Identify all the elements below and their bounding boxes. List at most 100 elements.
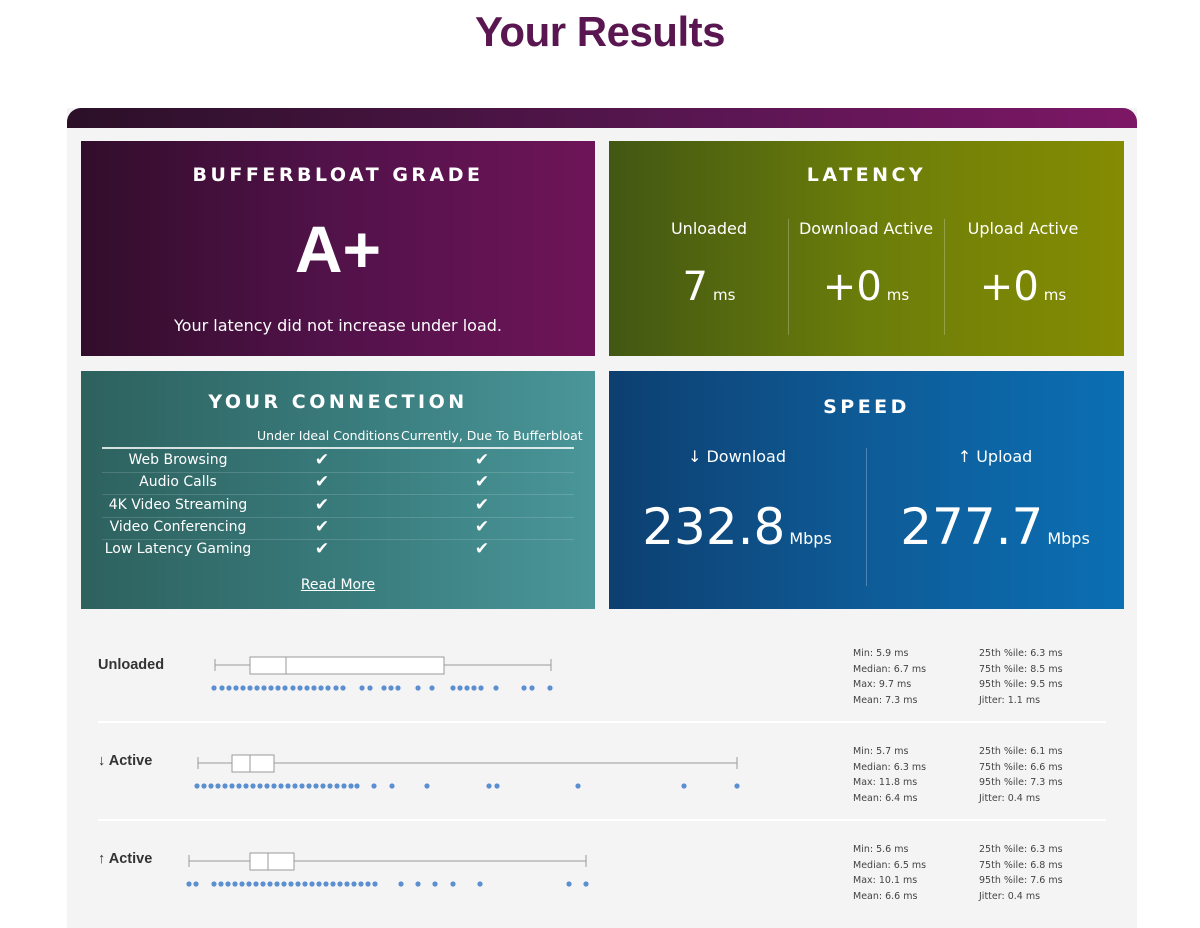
stats-left: Min: 5.7 ms Median: 6.3 ms Max: 11.8 ms … xyxy=(853,744,926,806)
sample-dots xyxy=(194,783,740,789)
results-header-bar xyxy=(67,108,1137,128)
plot-separator xyxy=(98,721,1106,723)
stat-mean: Mean: 6.4 ms xyxy=(853,792,918,804)
download-label: ↓ Download xyxy=(687,447,787,466)
latency-download-active: Download Active +0 ms xyxy=(788,219,944,335)
connection-row: Web Browsing ✔ ✔ xyxy=(102,450,574,473)
latency-upload-label: Upload Active xyxy=(967,219,1079,238)
latency-unloaded-label: Unloaded xyxy=(670,219,748,238)
stat-p25: 25th %ile: 6.3 ms xyxy=(979,844,1063,855)
latency-upload-active: Upload Active +0 ms xyxy=(945,219,1101,335)
check-icon: ✔ xyxy=(474,517,490,537)
box-plot xyxy=(211,656,553,691)
check-icon: ✔ xyxy=(314,472,330,492)
upload-speed: ↑ Upload 277.7 Mbps xyxy=(867,447,1123,556)
header-rule xyxy=(102,447,574,449)
latency-plot-download-active: ↓ Active Min: 5.7 ms Median: 6.3 ms Max:… xyxy=(98,726,1106,816)
stat-jitter: Jitter: 0.4 ms xyxy=(979,890,1041,902)
stats-right: 25th %ile: 6.1 ms 75th %ile: 6.6 ms 95th… xyxy=(979,744,1063,806)
latency-unloaded: Unloaded 7 ms xyxy=(631,219,787,335)
your-connection-card: YOUR CONNECTION Under Ideal Conditions C… xyxy=(81,371,595,609)
col-header-current: Currently, Due To Bufferbloat xyxy=(401,428,583,443)
check-icon: ✔ xyxy=(314,517,330,537)
stat-min: Min: 5.7 ms xyxy=(853,746,909,757)
connection-row: Audio Calls ✔ ✔ xyxy=(102,472,574,495)
stats-left: Min: 5.6 ms Median: 6.5 ms Max: 10.1 ms … xyxy=(853,842,926,904)
stat-p75: 75th %ile: 6.8 ms xyxy=(979,859,1063,871)
stat-p95: 95th %ile: 7.6 ms xyxy=(979,875,1063,887)
connection-row: Low Latency Gaming ✔ ✔ xyxy=(102,539,574,561)
bufferbloat-grade-card: BUFFERBLOAT GRADE A+ Your latency did no… xyxy=(81,141,595,356)
plot-label: ↑ Active xyxy=(98,851,153,867)
upload-value: 277.7 xyxy=(900,498,1044,556)
box-plot xyxy=(186,852,589,887)
upload-unit: Mbps xyxy=(1047,529,1090,548)
stat-max: Max: 9.7 ms xyxy=(853,679,912,691)
download-speed: ↓ Download 232.8 Mbps xyxy=(609,447,865,556)
check-icon: ✔ xyxy=(314,495,330,515)
download-unit: Mbps xyxy=(789,529,832,548)
connection-row: Video Conferencing ✔ ✔ xyxy=(102,517,574,540)
check-icon: ✔ xyxy=(314,450,330,470)
connection-row-label: 4K Video Streaming xyxy=(108,497,248,513)
grade-value: A+ xyxy=(294,212,382,286)
plot-separator xyxy=(98,819,1106,821)
plot-label: ↓ Active xyxy=(98,753,153,769)
latency-divider xyxy=(788,219,789,335)
stat-mean: Mean: 7.3 ms xyxy=(853,694,918,706)
latency-upload-unit: ms xyxy=(1043,286,1067,304)
stat-max: Max: 10.1 ms xyxy=(853,875,918,887)
latency-plot-upload-active: ↑ Active Min: 5.6 ms Median: 6.5 ms Max:… xyxy=(98,824,1106,914)
grade-note: Your latency did not increase under load… xyxy=(174,316,502,335)
latency-upload-value: +0 xyxy=(979,264,1039,310)
page-title: Your Results xyxy=(475,8,725,55)
speed-divider xyxy=(866,448,867,586)
connection-row-label: Audio Calls xyxy=(139,474,217,490)
latency-unloaded-unit: ms xyxy=(713,286,736,304)
connection-row-label: Low Latency Gaming xyxy=(104,541,252,557)
stat-p95: 95th %ile: 7.3 ms xyxy=(979,777,1063,789)
connection-row-label: Web Browsing xyxy=(128,452,228,468)
check-icon: ✔ xyxy=(474,495,490,515)
download-value: 232.8 xyxy=(642,498,786,556)
stat-p25: 25th %ile: 6.3 ms xyxy=(979,648,1063,659)
connection-row: 4K Video Streaming ✔ ✔ xyxy=(102,495,574,518)
stat-median: Median: 6.7 ms xyxy=(853,663,927,675)
speed-card: SPEED ↓ Download 232.8 Mbps ↑ Upload 277.… xyxy=(609,371,1124,609)
stat-p95: 95th %ile: 9.5 ms xyxy=(979,679,1063,691)
latency-download-unit: ms xyxy=(886,286,910,304)
upload-label: ↑ Upload xyxy=(957,447,1033,466)
check-icon: ✔ xyxy=(474,539,490,559)
col-header-ideal: Under Ideal Conditions xyxy=(257,428,400,443)
stat-p25: 25th %ile: 6.1 ms xyxy=(979,746,1063,757)
latency-divider xyxy=(944,219,945,335)
connection-row-label: Video Conferencing xyxy=(109,519,247,535)
sample-dots xyxy=(186,881,589,887)
latency-card: LATENCY Unloaded 7 ms Download Active +0 m… xyxy=(609,141,1124,356)
stat-min: Min: 5.9 ms xyxy=(853,648,909,659)
grade-card-title: BUFFERBLOAT GRADE xyxy=(192,164,484,186)
latency-plot-unloaded: Unloaded Min: 5.9 ms Median: 6.7 ms Max:… xyxy=(98,628,1106,718)
stat-max: Max: 11.8 ms xyxy=(853,777,918,789)
stat-median: Median: 6.3 ms xyxy=(853,761,927,773)
box-plot xyxy=(194,754,740,789)
latency-download-label: Download Active xyxy=(798,219,934,238)
stat-jitter: Jitter: 0.4 ms xyxy=(979,792,1041,804)
read-more-link[interactable]: Read More xyxy=(300,577,376,593)
check-icon: ✔ xyxy=(314,539,330,559)
sample-dots xyxy=(211,685,553,691)
check-icon: ✔ xyxy=(474,450,490,470)
stat-p75: 75th %ile: 6.6 ms xyxy=(979,761,1063,773)
latency-download-value: +0 xyxy=(822,264,882,310)
stats-right: 25th %ile: 6.3 ms 75th %ile: 6.8 ms 95th… xyxy=(979,842,1063,904)
stat-median: Median: 6.5 ms xyxy=(853,859,927,871)
plot-label: Unloaded xyxy=(98,657,165,673)
latency-unloaded-value: 7 xyxy=(682,264,708,310)
stat-mean: Mean: 6.6 ms xyxy=(853,890,918,902)
check-icon: ✔ xyxy=(474,472,490,492)
stat-jitter: Jitter: 1.1 ms xyxy=(979,694,1041,706)
stat-p75: 75th %ile: 8.5 ms xyxy=(979,663,1063,675)
connection-card-title: YOUR CONNECTION xyxy=(208,391,468,413)
stat-min: Min: 5.6 ms xyxy=(853,844,909,855)
speed-card-title: SPEED xyxy=(823,396,910,418)
